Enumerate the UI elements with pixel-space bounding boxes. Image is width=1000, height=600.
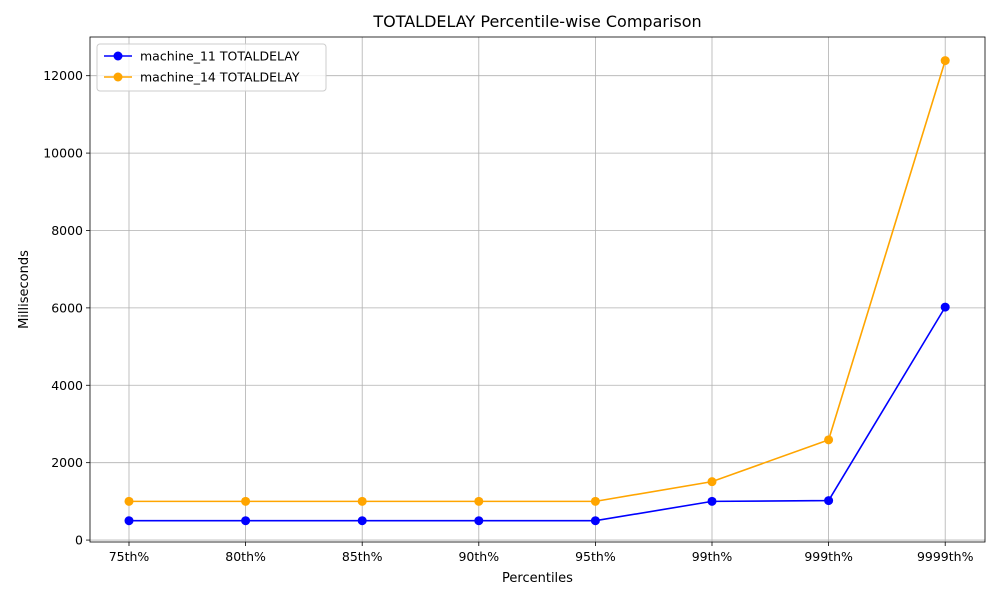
y-tick-label: 10000	[43, 146, 83, 161]
data-point	[590, 516, 600, 526]
legend-marker	[113, 51, 123, 61]
legend-items: machine_11 TOTALDELAY machine_14 TOTALDEL…	[104, 49, 300, 85]
data-point	[940, 56, 950, 66]
data-point	[590, 496, 600, 506]
ticks: 75th% 80th% 85th% 90th% 95th% 99th% 999th% 9999…	[43, 68, 973, 564]
y-tick-label: 8000	[51, 223, 83, 238]
data-point	[474, 516, 484, 526]
x-axis-label: Percentiles	[502, 571, 573, 586]
chart-title: TOTALDELAY Percentile-wise Comparison	[372, 12, 701, 31]
data-point	[824, 435, 834, 445]
x-tick-label: 9999th%	[917, 549, 974, 564]
series-line	[129, 60, 946, 503]
legend: machine_11 TOTALDELAY machine_14 TOTALDEL…	[96, 43, 327, 92]
y-tick-label: 2000	[51, 455, 83, 470]
y-tick-label: 12000	[43, 68, 83, 83]
x-tick-label: 95th%	[575, 549, 616, 564]
y-tick-label: 0	[75, 533, 83, 548]
data-point	[707, 477, 717, 487]
data-point	[357, 516, 367, 526]
data-point	[474, 496, 484, 506]
grid	[90, 37, 985, 542]
x-tick-label: 99th%	[692, 549, 733, 564]
y-axis-label: Milliseconds	[17, 250, 32, 329]
x-tick-label: 85th%	[342, 549, 383, 564]
data-point	[707, 496, 717, 506]
data-point	[124, 516, 134, 526]
data-point	[940, 302, 950, 312]
y-tick-label: 4000	[51, 378, 83, 393]
legend-box	[96, 43, 327, 92]
legend-label: machine_14 TOTALDELAY	[140, 70, 300, 85]
legend-label: machine_11 TOTALDELAY	[140, 49, 300, 64]
data-point	[824, 496, 834, 506]
x-tick-label: 90th%	[458, 549, 499, 564]
data-point	[124, 496, 134, 506]
legend-marker	[113, 72, 123, 82]
data-point	[357, 496, 367, 506]
series-group	[124, 56, 950, 506]
series-layer	[124, 56, 950, 526]
x-tick-label: 80th%	[225, 549, 266, 564]
series-line	[129, 306, 946, 522]
data-point	[241, 496, 251, 506]
series-group	[124, 302, 950, 526]
x-tick-label: 75th%	[109, 549, 150, 564]
data-point	[241, 516, 251, 526]
plot-frame	[89, 36, 986, 543]
y-tick-label: 6000	[51, 300, 83, 315]
x-tick-label: 999th%	[804, 549, 853, 564]
